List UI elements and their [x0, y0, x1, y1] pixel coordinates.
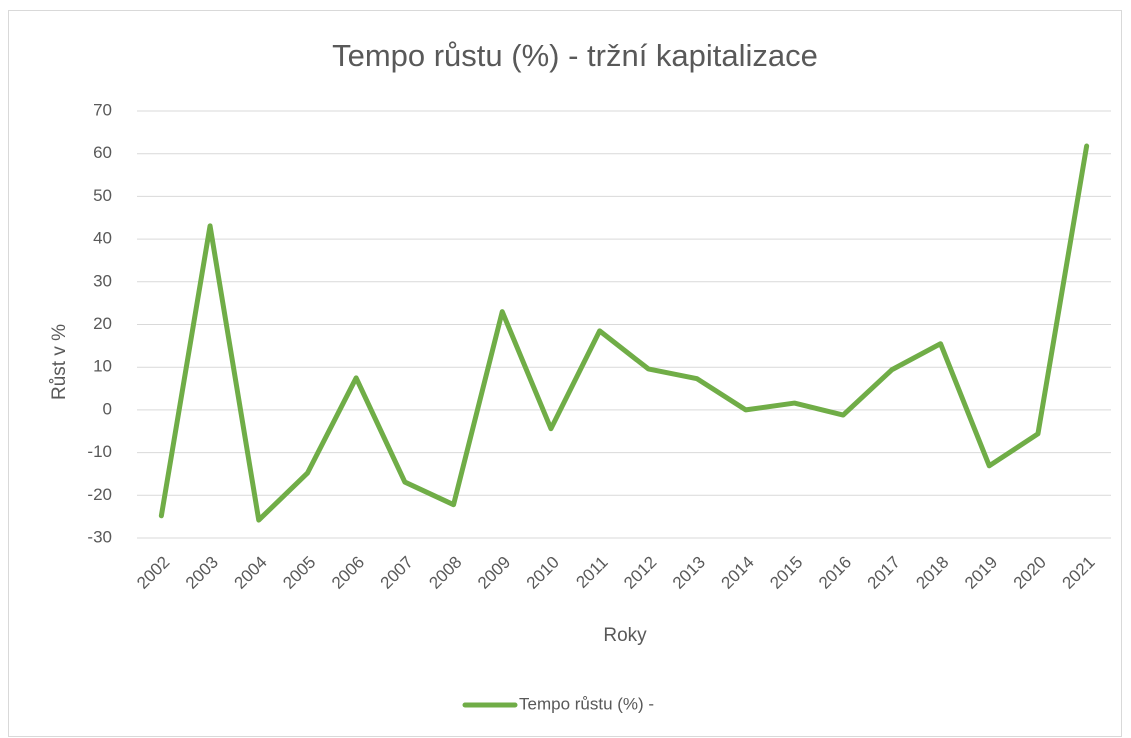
y-tick-label: 70 — [93, 100, 112, 119]
y-tick-label: 50 — [93, 186, 112, 205]
y-tick-label: 30 — [93, 271, 112, 290]
legend-label: Tempo růstu (%) - — [519, 694, 654, 713]
line-series — [158, 143, 1090, 523]
y-axis-label: Růst v % — [49, 324, 70, 400]
y-tick-label: 10 — [93, 357, 112, 376]
y-tick-label: 0 — [103, 399, 112, 418]
chart-border — [8, 10, 1122, 737]
chart-title: Tempo růstu (%) - tržní kapitalizace — [332, 38, 818, 73]
y-tick-label: -30 — [87, 527, 112, 546]
y-tick-label: 40 — [93, 229, 112, 248]
y-tick-label: 20 — [93, 314, 112, 333]
x-axis-label: Roky — [603, 625, 647, 646]
y-tick-label: 60 — [93, 143, 112, 162]
y-tick-label: -20 — [87, 485, 112, 504]
y-tick-label: -10 — [87, 442, 112, 461]
